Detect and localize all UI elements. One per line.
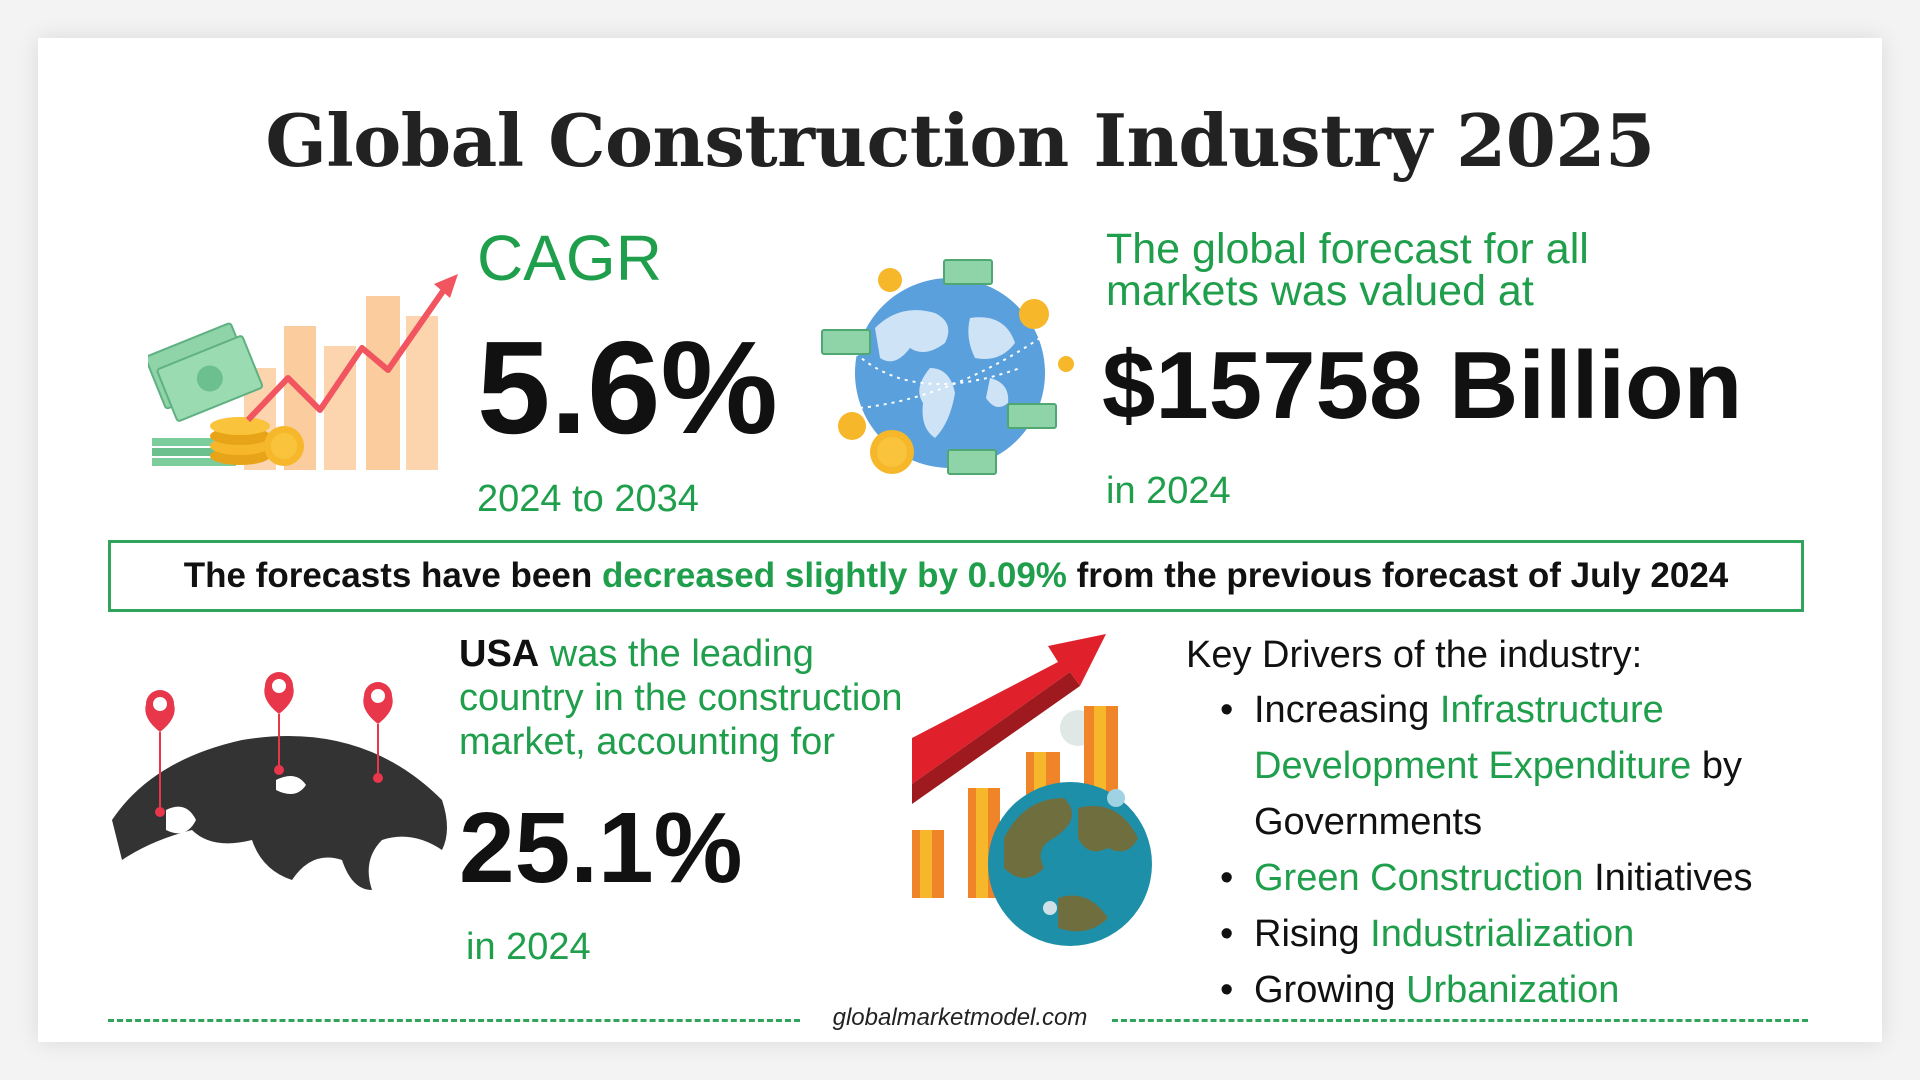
forecast-description: The global forecast for all markets was … [1106,225,1589,315]
key-drivers-list: Increasing Infrastructure Development Ex… [1220,682,1800,1018]
banner-highlight: decreased slightly by 0.09% [601,556,1067,595]
cagr-label: CAGR [477,222,662,294]
usa-year: in 2024 [466,926,591,968]
footer-divider-left [108,1019,800,1022]
footer-divider-right [1112,1019,1808,1022]
forecast-change-banner: The forecasts have been decreased slight… [108,540,1804,612]
usa-country-name: USA [459,633,540,675]
driver-highlight: Urbanization [1406,969,1620,1011]
key-driver-item: Growing Urbanization [1220,962,1800,1018]
driver-highlight: Infrastructure Development Expenditure [1254,689,1692,787]
key-driver-item: Increasing Infrastructure Development Ex… [1220,682,1800,850]
usa-share-value: 25.1% [459,792,743,904]
page-title: Global Construction Industry 2025 [265,98,1655,183]
cagr-value: 5.6% [477,314,778,461]
driver-highlight: Industrialization [1370,913,1635,955]
key-driver-item: Green Construction Initiatives [1220,850,1800,906]
driver-pre: Increasing [1254,689,1430,731]
footer-source-text: globalmarketmodel.com [820,1004,1100,1031]
money-growth-chart-icon [148,274,458,470]
world-map-pins-icon [112,672,447,890]
driver-post: by Governments [1254,745,1742,843]
key-driver-item: Rising Industrialization [1220,906,1800,962]
banner-prefix: The forecasts have been [183,556,593,595]
driver-post: Initiatives [1594,857,1753,899]
banner-suffix: from the previous forecast of July 2024 [1076,556,1729,595]
key-drivers-heading: Key Drivers of the industry: [1186,634,1643,676]
globe-growth-chart-icon [912,634,1152,946]
cagr-period: 2024 to 2034 [477,478,699,520]
driver-highlight: Green Construction [1254,857,1584,899]
driver-pre: Growing [1254,969,1396,1011]
globe-money-icon [821,259,1074,475]
forecast-value: $15758 Billion [1102,332,1743,439]
usa-description: USA was the leading country in the const… [459,632,939,764]
usa-text: was the leading country in the construct… [459,633,903,763]
forecast-year: in 2024 [1106,470,1231,512]
footer-source: globalmarketmodel.com [0,1004,1920,1031]
driver-pre: Rising [1254,913,1360,955]
